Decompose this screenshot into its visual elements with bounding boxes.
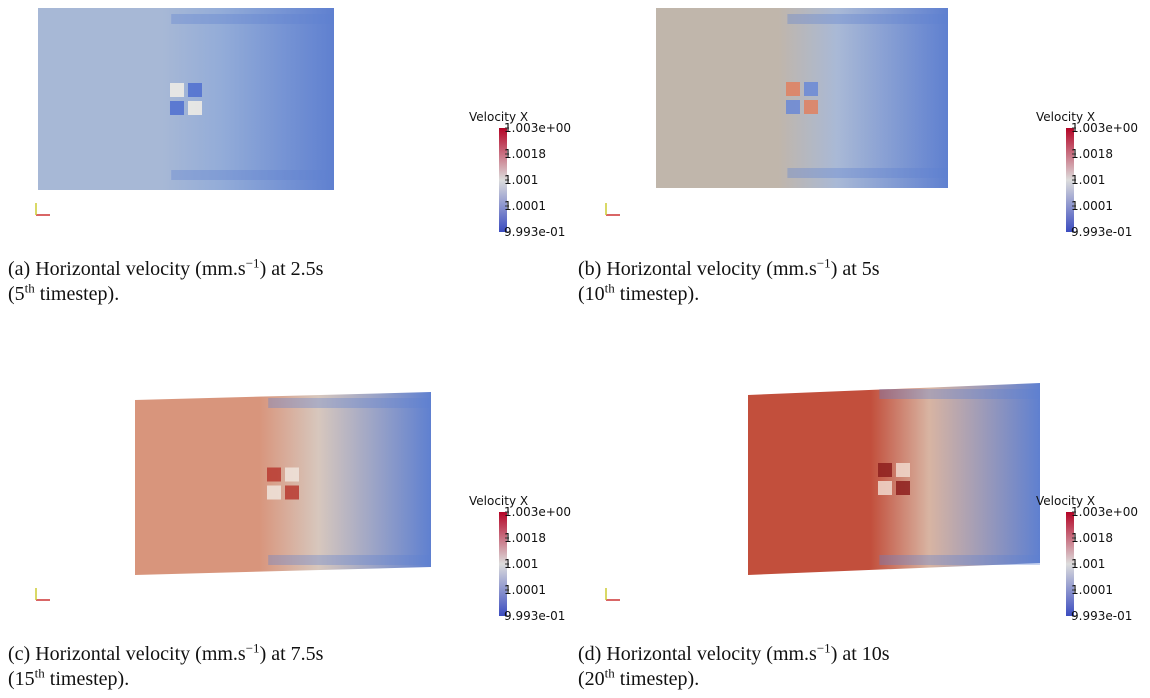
colorbar: [1066, 128, 1074, 232]
vortex-cell: [267, 467, 281, 482]
vortex-cell: [878, 481, 892, 495]
colorbar-title: Velocity X: [469, 494, 529, 508]
caption-line: (20th timestep).: [578, 665, 890, 692]
vortex-cell: [804, 82, 818, 96]
vortex-cell: [896, 481, 910, 495]
colorbar-tick-label: 1.003e+00: [504, 121, 572, 135]
colorbar: [1066, 512, 1074, 616]
caption-text: (5: [8, 283, 25, 305]
caption-text: timestep).: [44, 668, 130, 690]
vortex-cell: [188, 83, 202, 97]
colorbar-tick-label: 1.001: [1071, 557, 1106, 571]
caption-text: timestep).: [614, 283, 700, 305]
vortex-cell: [804, 100, 818, 114]
caption-line: (5th timestep).: [8, 280, 323, 307]
caption-text: ) at 5s: [830, 258, 880, 280]
vortex-cell: [267, 485, 281, 500]
caption-line: (10th timestep).: [578, 280, 880, 307]
caption-text: timestep).: [614, 668, 700, 690]
colorbar-tick-label: 9.993e-01: [1071, 609, 1133, 623]
caption-text: (15: [8, 668, 35, 690]
caption: (b) Horizontal velocity (mm.s−1) at 5s (1…: [578, 255, 880, 307]
caption-superscript: −1: [245, 255, 260, 271]
caption-line: (a) Horizontal velocity (mm.s−1) at 2.5s: [8, 255, 324, 282]
caption-label: (b): [578, 258, 602, 280]
caption-superscript: th: [604, 665, 615, 681]
colorbar-tick-label: 1.0018: [1071, 147, 1113, 161]
vortex-cell: [170, 83, 184, 97]
caption-superscript: −1: [816, 255, 831, 271]
boundary-band: [171, 170, 334, 180]
vortex-cell: [285, 467, 299, 482]
caption-line: (b) Horizontal velocity (mm.s−1) at 5s: [578, 255, 880, 282]
colorbar-title: Velocity X: [469, 110, 529, 124]
colorbar-tick-label: 9.993e-01: [504, 225, 566, 239]
colorbar: [499, 128, 507, 232]
velocity-field: [135, 392, 431, 575]
colorbar-tick-label: 1.0001: [504, 583, 546, 597]
colorbar-tick-label: 1.0018: [504, 147, 546, 161]
colorbar-tick-label: 9.993e-01: [1071, 225, 1133, 239]
boundary-band: [787, 14, 948, 24]
colorbar-title: Velocity X: [1036, 110, 1096, 124]
vortex-cell: [896, 463, 910, 477]
colorbar-tick-label: 1.0001: [504, 199, 546, 213]
caption-superscript: −1: [245, 640, 260, 656]
caption-superscript: th: [24, 280, 35, 296]
caption-text: ) at 10s: [830, 643, 890, 665]
colorbar-tick-label: 1.003e+00: [1071, 121, 1139, 135]
caption-line: (15th timestep).: [8, 665, 323, 692]
colorbar-tick-label: 1.001: [504, 173, 539, 187]
caption-text: ) at 2.5s: [259, 258, 324, 280]
colorbar-tick-label: 1.001: [1071, 173, 1106, 187]
colorbar-tick-label: 1.001: [504, 557, 539, 571]
colorbar-tick-label: 1.003e+00: [1071, 505, 1139, 519]
caption-superscript: th: [34, 665, 45, 681]
colorbar: [499, 512, 507, 616]
caption-line: (d) Horizontal velocity (mm.s−1) at 10s: [578, 640, 890, 667]
boundary-band: [879, 555, 1040, 565]
boundary-band: [268, 398, 431, 408]
boundary-band: [268, 555, 431, 565]
caption-line: (c) Horizontal velocity (mm.s−1) at 7.5s: [8, 640, 324, 667]
vortex-cell: [170, 101, 184, 115]
colorbar-tick-label: 1.0018: [1071, 531, 1113, 545]
caption-text: (10: [578, 283, 605, 305]
boundary-band: [171, 14, 334, 24]
caption: (d) Horizontal velocity (mm.s−1) at 10s(…: [578, 640, 890, 692]
colorbar-tick-label: 1.0001: [1071, 199, 1113, 213]
boundary-band: [879, 389, 1040, 399]
caption-text: Horizontal velocity (mm.s: [606, 258, 817, 280]
caption-label: (a): [8, 258, 31, 280]
colorbar-tick-label: 1.0018: [504, 531, 546, 545]
caption-superscript: th: [604, 280, 615, 296]
caption-text: Horizontal velocity (mm.s: [35, 643, 246, 665]
caption-text: Horizontal velocity (mm.s: [35, 258, 246, 280]
caption-text: timestep).: [34, 283, 120, 305]
colorbar-tick-label: 1.003e+00: [504, 505, 572, 519]
velocity-field: [38, 8, 334, 190]
caption: (a) Horizontal velocity (mm.s−1) at 2.5s…: [8, 255, 324, 307]
velocity-field: [656, 8, 948, 188]
colorbar-tick-label: 1.0001: [1071, 583, 1113, 597]
caption-label: (d): [578, 643, 602, 665]
caption: (c) Horizontal velocity (mm.s−1) at 7.5s…: [8, 640, 324, 692]
vortex-cell: [878, 463, 892, 477]
caption-text: ) at 7.5s: [259, 643, 324, 665]
caption-superscript: −1: [816, 640, 831, 656]
vortex-cell: [188, 101, 202, 115]
velocity-field: [748, 383, 1040, 575]
caption-text: Horizontal velocity (mm.s: [606, 643, 817, 665]
vortex-cell: [786, 82, 800, 96]
caption-text: (20: [578, 668, 605, 690]
vortex-cell: [786, 100, 800, 114]
vortex-cell: [285, 485, 299, 500]
caption-label: (c): [8, 643, 31, 665]
boundary-band: [787, 168, 948, 178]
colorbar-title: Velocity X: [1036, 494, 1096, 508]
colorbar-tick-label: 9.993e-01: [504, 609, 566, 623]
